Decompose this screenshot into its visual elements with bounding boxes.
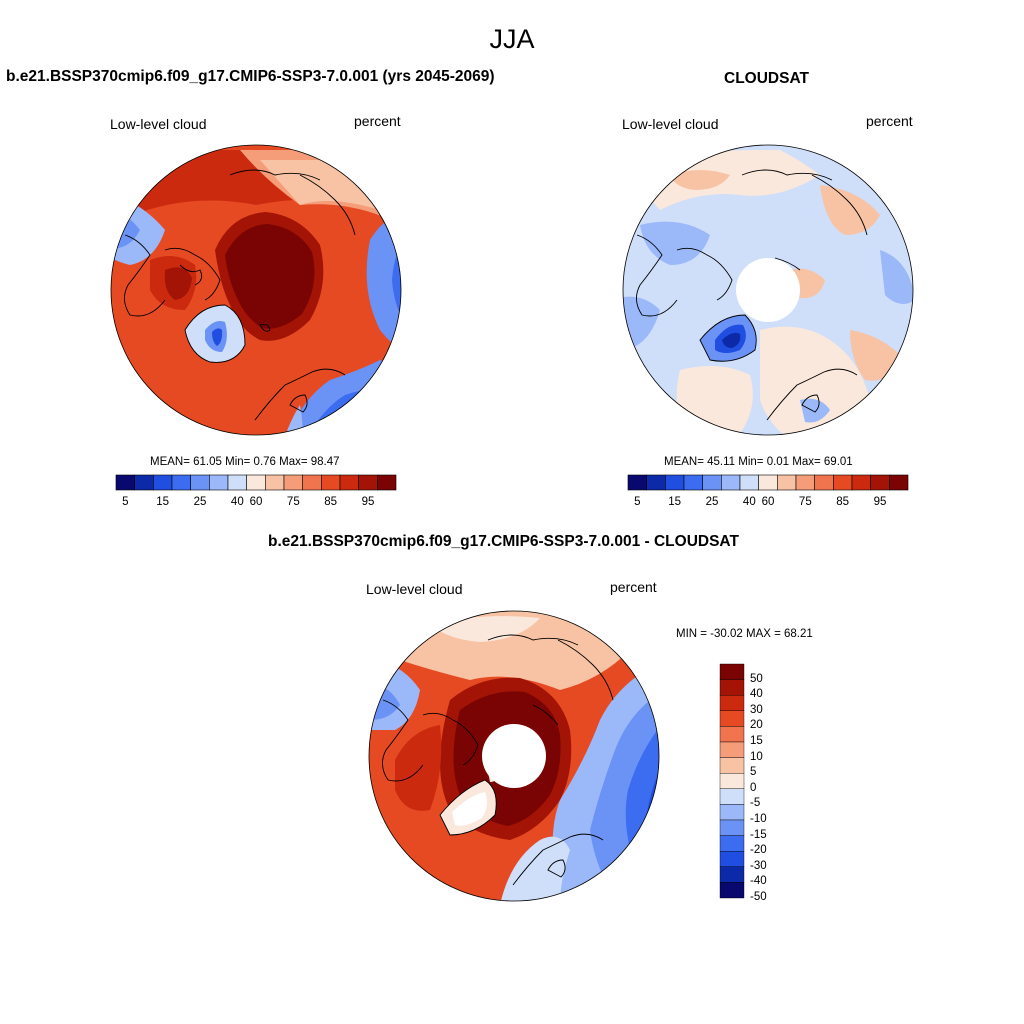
- diff-stats: MIN = -30.02 MAX = 68.21: [676, 628, 813, 640]
- obs-colorbar-tick-label: 40: [742, 496, 756, 508]
- model-colorbar-box: [209, 474, 229, 491]
- model-colorbar-tick-label: 75: [286, 496, 300, 508]
- model-variable-label: Low-level cloud: [110, 116, 207, 132]
- diff-colorbar-box: [719, 819, 745, 836]
- model-colorbar: [115, 474, 397, 491]
- main-title: JJA: [489, 24, 535, 54]
- obs-colorbar-box: [702, 474, 722, 491]
- model-units-label: percent: [354, 113, 401, 129]
- obs-colorbar-box: [777, 474, 797, 491]
- model-colorbar-box: [171, 474, 191, 491]
- diff-units-label: percent: [610, 579, 657, 595]
- obs-colorbar-box: [721, 474, 741, 491]
- obs-colorbar-box: [795, 474, 815, 491]
- diff-colorbar-tick-label: -50: [750, 891, 767, 903]
- diff-colorbar: [719, 663, 745, 899]
- model-colorbar-box: [321, 474, 341, 491]
- diff-colorbar-box: [719, 788, 745, 805]
- obs-colorbar-box: [646, 474, 666, 491]
- obs-stats: MEAN= 45.11 Min= 0.01 Max= 69.01: [664, 456, 853, 468]
- obs-units-label: percent: [866, 113, 913, 129]
- diff-colorbar-box: [719, 726, 745, 743]
- diff-colorbar-tick-label: -5: [750, 797, 761, 810]
- diff-colorbar-box: [719, 710, 745, 727]
- model-colorbar-box: [302, 474, 322, 491]
- diff-colorbar-box: [719, 835, 745, 852]
- obs-panel-title: CLOUDSAT: [724, 70, 809, 87]
- obs-colorbar-tick-label: 60: [761, 496, 775, 508]
- diff-colorbar-box: [719, 773, 745, 790]
- obs-colorbar-box: [739, 474, 759, 491]
- diff-colorbar-box: [719, 804, 745, 821]
- model-panel-title: b.e21.BSSP370cmip6.f09_g17.CMIP6-SSP3-7.…: [6, 68, 495, 85]
- model-colorbar-box: [377, 474, 397, 491]
- model-colorbar-box: [339, 474, 359, 491]
- diff-colorbar-tick-label: 30: [750, 703, 763, 716]
- obs-colorbar-tick-label: 75: [798, 496, 812, 508]
- obs-colorbar-box: [814, 474, 834, 491]
- model-colorbar-box: [227, 474, 247, 491]
- diff-colorbar-box: [719, 866, 745, 883]
- diff-colorbar-tick-label: 5: [750, 766, 757, 779]
- obs-colorbar-box: [665, 474, 685, 491]
- model-colorbar-tick-label: 5: [122, 496, 129, 508]
- obs-colorbar-box: [833, 474, 853, 491]
- model-colorbar-box: [283, 474, 303, 491]
- model-colorbar-tick-label: 85: [324, 496, 338, 508]
- obs-colorbar-tick-label: 15: [668, 496, 682, 508]
- model-colorbar-box: [115, 474, 135, 491]
- diff-colorbar-box: [719, 695, 745, 712]
- diff-colorbar-box: [719, 679, 745, 696]
- diff-colorbar-box: [719, 663, 745, 680]
- model-colorbar-box: [134, 474, 154, 491]
- diff-colorbar-box: [719, 882, 745, 899]
- obs-colorbar-tick-label: 95: [873, 496, 887, 508]
- model-colorbar-box: [358, 474, 378, 491]
- obs-variable-label: Low-level cloud: [622, 116, 719, 132]
- diff-colorbar-tick-label: 50: [750, 672, 763, 685]
- diff-colorbar-tick-label: -40: [750, 875, 767, 888]
- diff-colorbar-tick-label: 40: [750, 688, 763, 701]
- diff-colorbar-tick-label: -15: [750, 828, 767, 841]
- obs-colorbar-tick-label: 25: [705, 496, 719, 508]
- diff-colorbar-tick-label: 15: [750, 735, 763, 747]
- obs-colorbar-box: [870, 474, 890, 491]
- diff-variable-label: Low-level cloud: [366, 581, 463, 597]
- model-colorbar-tick-label: 95: [361, 496, 375, 508]
- model-colorbar-box: [246, 474, 266, 491]
- obs-colorbar-tick-label: 5: [634, 496, 641, 508]
- diff-colorbar-box: [719, 851, 745, 868]
- diff-colorbar-tick-label: -20: [750, 844, 767, 857]
- diff-panel-title: b.e21.BSSP370cmip6.f09_g17.CMIP6-SSP3-7.…: [268, 533, 739, 550]
- obs-colorbar: [627, 474, 909, 491]
- diff-colorbar-tick-label: -10: [750, 813, 767, 825]
- obs-polar-map: [622, 144, 914, 436]
- diff-colorbar-box: [719, 757, 745, 774]
- model-colorbar-box: [153, 474, 173, 491]
- diff-colorbar-tick-label: 20: [750, 719, 763, 732]
- model-colorbar-box: [265, 474, 285, 491]
- diff-colorbar-tick-label: 10: [750, 750, 763, 763]
- model-colorbar-tick-label: 15: [156, 496, 170, 508]
- diff-colorbar-tick-label: -30: [750, 859, 767, 872]
- obs-colorbar-tick-label: 85: [836, 496, 850, 508]
- model-colorbar-tick-label: 60: [249, 496, 263, 508]
- obs-colorbar-box: [627, 474, 647, 491]
- model-polar-map: [110, 144, 402, 436]
- model-colorbar-tick-label: 40: [230, 496, 244, 508]
- obs-colorbar-box: [889, 474, 909, 491]
- model-colorbar-tick-label: 25: [193, 496, 207, 508]
- model-stats: MEAN= 61.05 Min= 0.76 Max= 98.47: [150, 456, 340, 468]
- diff-colorbar-box: [719, 741, 745, 758]
- obs-colorbar-box: [683, 474, 703, 491]
- obs-colorbar-box: [758, 474, 778, 491]
- diff-colorbar-tick-label: 0: [750, 781, 757, 794]
- diff-polar-map: [368, 610, 660, 902]
- model-colorbar-box: [190, 474, 210, 491]
- obs-colorbar-box: [851, 474, 871, 491]
